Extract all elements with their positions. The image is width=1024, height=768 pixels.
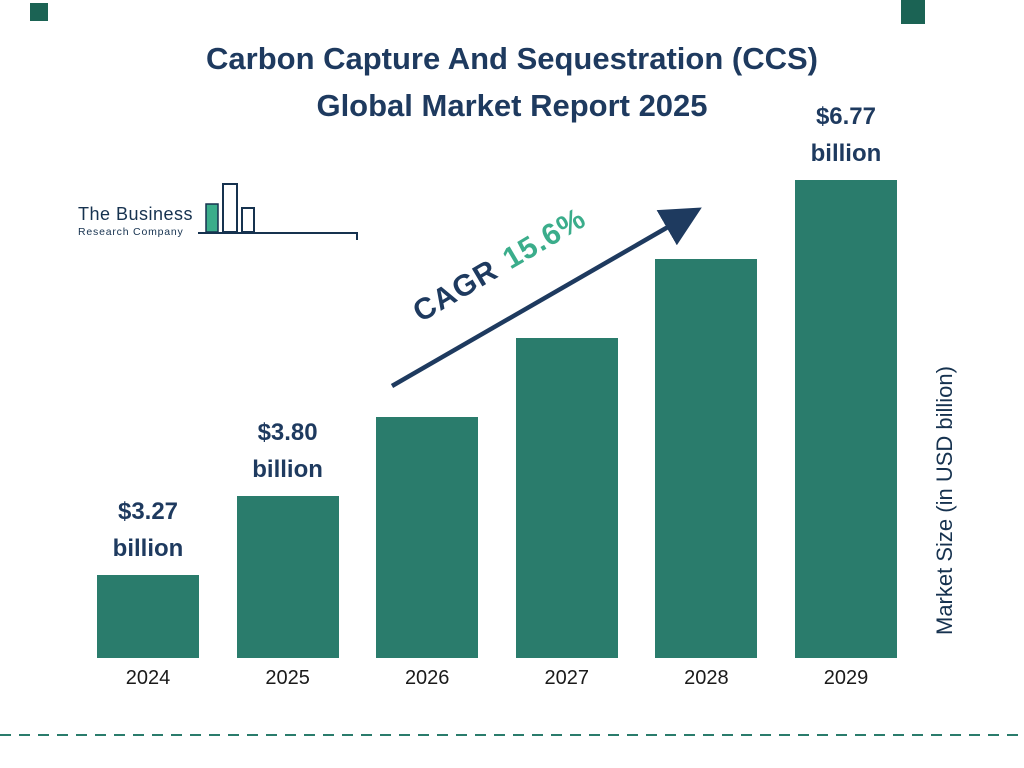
value-label-2025: $3.80 billion [252,414,323,488]
value-amount-2025: $3.80 [257,419,318,446]
chart-title: Carbon Capture And Sequestration (CCS) G… [0,36,1024,129]
y-axis-title: Market Size (in USD billion) [932,366,957,636]
company-logo: The Business Research Company [76,178,358,248]
value-label-2029: $6.77 billion [811,98,882,172]
bar-2024 [97,575,199,658]
bar-group-2026: 2026 [376,160,479,692]
logo-name-line1: The Business [78,204,194,224]
value-amount-2024: $3.27 [117,498,179,525]
bar-2028 [655,259,758,658]
corner-square-top-left [30,3,48,21]
bar-group-2024: $3.27 billion 2024 [97,160,199,692]
year-label-2026: 2026 [404,667,450,689]
value-unit-2025: billion [252,456,323,483]
year-label-2024: 2024 [125,667,171,689]
chart-title-line2: Global Market Report 2025 [316,87,708,123]
plot-area: $3.27 billion 2024 $3.80 billion 2025 2026 2027… [97,103,897,692]
value-unit-2024: billion [112,535,184,562]
logo-name-line2: Research Company [78,226,184,238]
value-amount-2029: $6.77 [815,103,876,130]
value-unit-2029: billion [810,140,882,167]
bar-group-2028: 2028 [655,160,758,692]
year-label-2025: 2025 [265,667,310,689]
bottom-dashed-divider [0,734,1024,736]
company-logo-text: The Business Research Company [78,204,193,238]
value-label-2024: $3.27 billion [113,493,184,567]
bar-2025 [236,496,339,658]
bar-2026 [376,417,479,658]
year-label-2029: 2029 [823,667,869,689]
chart-title-line1: Carbon Capture And Sequestration (CCS) [206,41,818,76]
year-label-2027: 2027 [544,667,590,689]
logo-bar-chart-icon [198,183,358,240]
bar-group-2025: $3.80 billion 2025 [236,160,339,692]
bar-group-2029: $6.77 billion 2029 [794,103,897,692]
year-label-2028: 2028 [684,667,729,689]
corner-square-top-right [901,0,925,24]
bar-2029 [794,180,897,658]
bar-group-2027: 2027 [515,160,618,692]
bar-2027 [515,338,618,658]
